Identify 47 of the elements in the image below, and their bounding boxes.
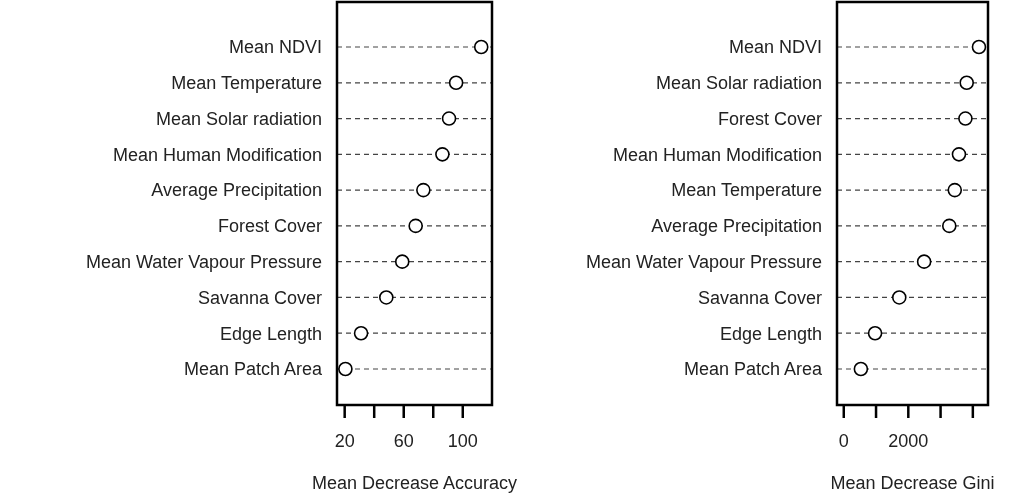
y-tick-label: Savanna Cover [197,287,322,308]
y-tick-label: Edge Length [219,323,322,344]
point [947,182,963,198]
point [379,290,394,305]
y-tick-label: Mean Temperature [171,73,322,94]
y-tick-label: Average Precipitation [151,180,322,201]
y-tick-label: Mean Water Vapour Pressure [585,251,822,272]
x-tick-label: 20 [334,431,355,451]
point [408,218,423,234]
x-tick-label: 100 [447,431,478,451]
point [971,39,987,55]
y-tick-label: Mean Human Modification [112,144,322,165]
y-tick-label: Mean Temperature [671,180,822,201]
y-tick-label: Mean Patch Area [683,359,823,380]
y-tick-label: Savanna Cover [697,287,822,308]
point [353,325,369,341]
point [951,147,967,162]
point [394,254,410,269]
point [338,361,353,377]
y-tick-label: Forest Cover [217,216,322,237]
x-tick-label: 60 [393,431,414,451]
y-tick-label: Mean Human Modification [612,144,822,165]
x-tick-label: 0 [838,431,849,451]
x-tick-label: 2000 [888,431,929,451]
y-tick-label: Mean NDVI [228,37,322,58]
point [891,290,907,305]
y-tick-label: Mean Water Vapour Pressure [85,251,322,272]
point [448,75,464,91]
y-tick-label: Average Precipitation [651,216,822,237]
x-axis-title: Mean Decrease Accuracy [311,473,518,493]
y-tick-label: Mean NDVI [728,37,822,58]
y-tick-label: Forest Cover [717,108,822,129]
y-tick-label: Mean Solar radiation [655,73,822,94]
point [867,325,883,341]
point [941,218,957,234]
y-tick-label: Edge Length [719,323,822,344]
y-tick-label: Mean Solar radiation [155,108,322,129]
point [473,39,489,55]
point [441,111,457,126]
point [435,147,450,162]
point [416,182,431,198]
point [959,75,975,91]
x-axis-title: Mean Decrease Gini [830,473,995,493]
point [853,361,869,377]
point [916,254,932,269]
y-tick-label: Mean Patch Area [183,359,323,380]
point [958,111,973,126]
